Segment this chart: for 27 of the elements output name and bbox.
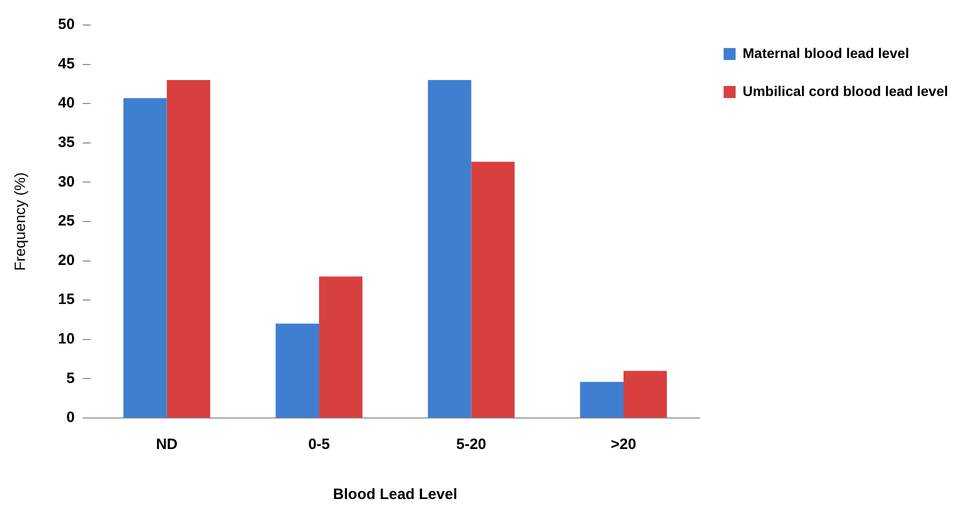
- x-tick-label: ND: [156, 436, 178, 454]
- legend-label: Maternal blood lead level: [742, 44, 910, 61]
- y-tick-label: 5: [66, 370, 75, 387]
- y-tick-label: 15: [58, 291, 75, 308]
- y-tick-label: 40: [58, 94, 75, 112]
- bar: [319, 276, 362, 418]
- y-tick-label: 20: [58, 252, 75, 269]
- y-axis-title: Frequency (%): [12, 172, 30, 271]
- y-tick-label: 0: [66, 409, 75, 426]
- legend-label: Umbilical cord blood lead level: [742, 82, 948, 99]
- bar: [624, 370, 667, 418]
- bar: [276, 324, 320, 418]
- y-tick-label: 25: [58, 212, 75, 230]
- y-tick-label: 45: [58, 55, 75, 72]
- bar: [166, 80, 210, 418]
- y-tick-label: 35: [58, 134, 75, 152]
- bar: [428, 80, 472, 418]
- bar: [471, 162, 515, 418]
- bar: [580, 382, 624, 418]
- x-tick-label: 0-5: [308, 436, 330, 454]
- y-tick-label: 50: [58, 16, 75, 34]
- y-tick-label: 30: [58, 173, 75, 190]
- x-tick-label: >20: [610, 436, 636, 454]
- x-tick-label: 5-20: [456, 436, 486, 454]
- y-tick-label: 10: [58, 330, 75, 348]
- x-axis-title: Blood Lead Level: [333, 486, 458, 504]
- bar: [123, 98, 167, 418]
